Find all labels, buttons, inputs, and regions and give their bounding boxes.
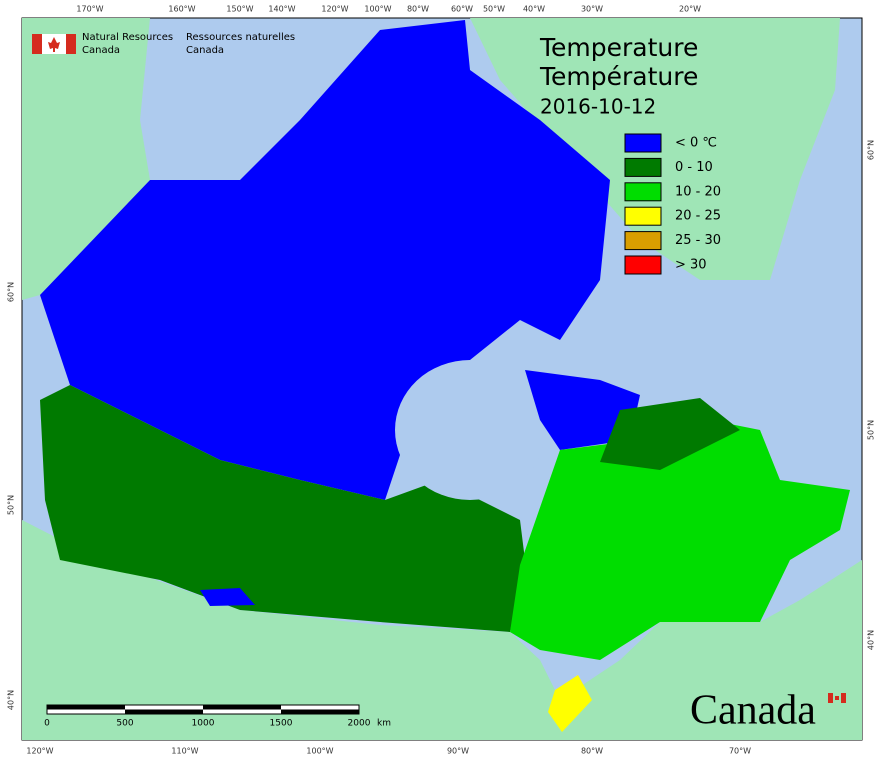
agency-name: Canada: [186, 45, 224, 56]
longitude-label: 70°W: [729, 747, 751, 756]
maple-leaf: [48, 37, 60, 52]
nrcan-logo: Natural Resources Canada Ressources natu…: [32, 32, 295, 56]
longitude-label: 120°W: [321, 5, 348, 14]
labrador: [600, 398, 740, 470]
legend-swatch: [624, 231, 662, 251]
legend-swatch: [624, 157, 662, 177]
graticule-labels: 170°W 160°W 150°W 140°W 120°W 100°W 80°W 60°W 50…: [7, 5, 876, 756]
legend: < 0 ℃ 0 - 10 10 - 20 20 - 25 25 - 30 > 30: [624, 133, 721, 275]
flag-bar: [841, 693, 846, 703]
scale-bar-segment: [281, 709, 359, 714]
longitude-label: 110°W: [171, 747, 198, 756]
scale-label: 2000: [348, 719, 371, 729]
scale-unit: km: [377, 719, 391, 729]
scale-label: 500: [116, 719, 133, 729]
alaska: [22, 18, 150, 300]
agency-name: Natural Resources: [82, 32, 173, 43]
scale-bar: 0 500 1000 1500 2000 km: [44, 704, 391, 729]
legend-label: 20 - 25: [675, 209, 721, 224]
region-20-25: [548, 675, 592, 732]
longitude-label: 100°W: [364, 5, 391, 14]
region-10-20: [510, 418, 850, 660]
longitude-label: 90°W: [447, 747, 469, 756]
scale-bar-segment: [125, 709, 203, 714]
latitude-label: 50°N: [867, 420, 876, 440]
maple-leaf: [835, 696, 839, 700]
land: [22, 18, 862, 740]
scale-bar-segment: [203, 705, 281, 710]
longitude-label: 140°W: [268, 5, 295, 14]
title: Temperature: [539, 33, 698, 62]
wordmark-text: Canada: [690, 688, 816, 734]
region-0-10: [40, 385, 525, 632]
agency-name: Canada: [82, 45, 120, 56]
longitude-label: 120°W: [26, 747, 53, 756]
legend-swatch: [624, 206, 662, 226]
scale-bar-segment: [47, 705, 125, 710]
legend-label: 25 - 30: [675, 233, 721, 248]
region-below-zero-south: [200, 588, 255, 606]
legend-swatch: [624, 255, 662, 275]
legend-label: < 0 ℃: [675, 136, 717, 151]
legend-swatch: [624, 182, 662, 202]
longitude-label: 50°W: [483, 5, 505, 14]
longitude-label: 100°W: [306, 747, 333, 756]
region-below-zero: [40, 20, 610, 500]
scale-label: 1500: [270, 719, 293, 729]
longitude-label: 150°W: [226, 5, 253, 14]
longitude-label: 30°W: [581, 5, 603, 14]
latitude-label: 60°N: [867, 140, 876, 160]
longitude-label: 40°W: [523, 5, 545, 14]
latitude-label: 60°N: [7, 282, 16, 302]
wordmark: Canada: [690, 688, 846, 734]
longitude-label: 160°W: [168, 5, 195, 14]
longitude-label: 170°W: [76, 5, 103, 14]
legend-swatch: [624, 133, 662, 153]
longitude-label: 20°W: [679, 5, 701, 14]
flag-bar: [828, 693, 833, 703]
flag-bar: [66, 34, 76, 54]
latitude-label: 40°N: [7, 690, 16, 710]
scale-label: 1000: [192, 719, 215, 729]
agency-name: Ressources naturelles: [186, 32, 295, 43]
legend-label: 10 - 20: [675, 184, 721, 199]
quebec-north: [525, 370, 640, 450]
longitude-label: 60°W: [451, 5, 473, 14]
hudson-bay: [395, 360, 545, 500]
longitude-label: 80°W: [407, 5, 429, 14]
legend-label: > 30: [675, 258, 707, 273]
title: Température: [539, 62, 698, 91]
longitude-label: 80°W: [581, 747, 603, 756]
usa: [22, 520, 862, 740]
flag-bar: [32, 34, 42, 54]
scale-label: 0: [44, 719, 50, 729]
date: 2016-10-12: [540, 95, 656, 119]
latitude-label: 50°N: [7, 495, 16, 515]
latitude-label: 40°N: [867, 630, 876, 650]
legend-label: 0 - 10: [675, 160, 713, 175]
